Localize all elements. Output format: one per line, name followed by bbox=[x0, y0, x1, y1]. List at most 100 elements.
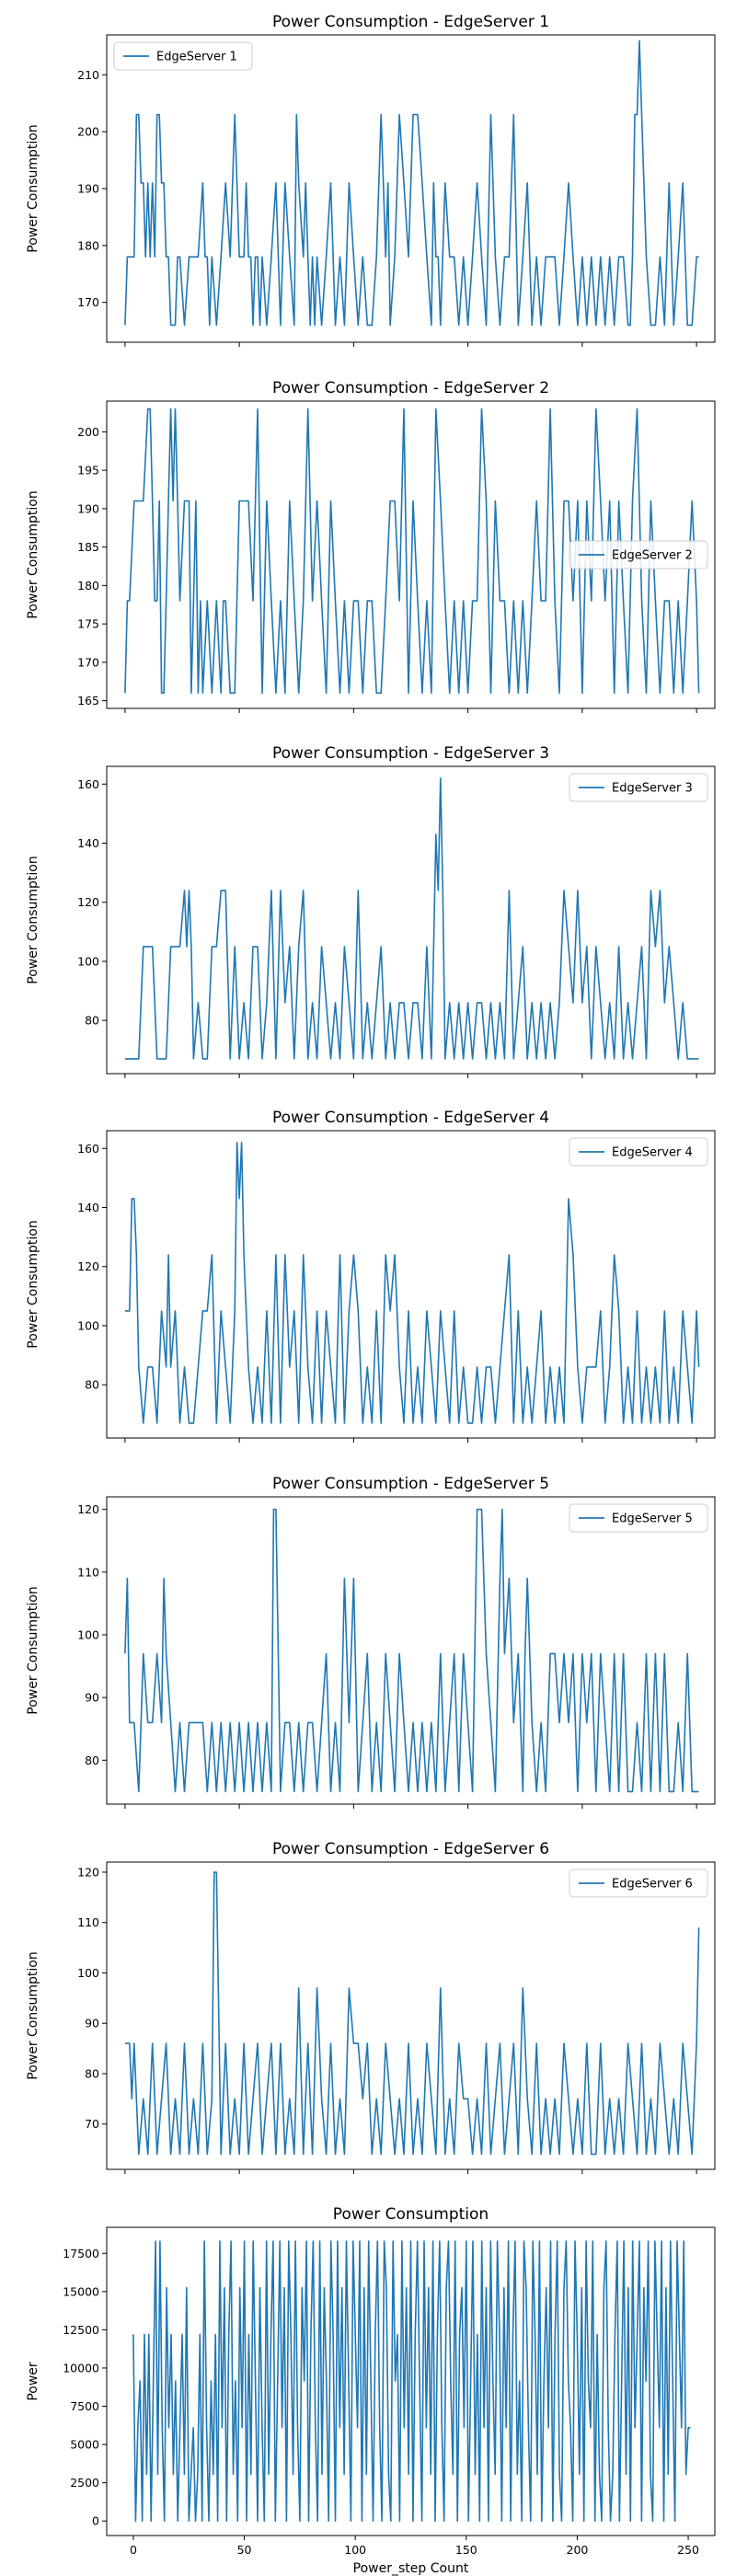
y-tick-label: 7500 bbox=[70, 2399, 99, 2413]
y-tick-label: 110 bbox=[77, 1915, 99, 1929]
legend: EdgeServer 3 bbox=[569, 773, 708, 802]
y-tick-label: 80 bbox=[85, 1754, 99, 1767]
y-tick-label: 70 bbox=[85, 2117, 99, 2131]
y-tick-label: 180 bbox=[77, 579, 99, 592]
plot-frame bbox=[106, 765, 716, 1075]
plot-frame bbox=[106, 2226, 716, 2536]
legend: EdgeServer 1 bbox=[113, 41, 253, 71]
legend-label: EdgeServer 1 bbox=[156, 51, 237, 64]
chart-panel-5: Power Consumption - EdgeServer 5 Power Co… bbox=[26, 1475, 716, 1809]
y-tick-label: 120 bbox=[77, 1502, 99, 1516]
y-tick-label: 160 bbox=[77, 1142, 99, 1156]
legend-box bbox=[569, 540, 708, 569]
y-axis-label: Power Consumption bbox=[26, 1220, 40, 1349]
y-axis-label: Power Consumption bbox=[26, 490, 40, 619]
x-tick-label: 200 bbox=[567, 2543, 589, 2557]
y-tick-label: 100 bbox=[77, 954, 99, 968]
legend-label: EdgeServer 5 bbox=[612, 1512, 693, 1526]
y-axis-label: Power Consumption bbox=[26, 124, 40, 253]
legend-box bbox=[569, 1137, 708, 1167]
y-tick-label: 200 bbox=[77, 125, 99, 139]
chart-title: Power Consumption bbox=[333, 2205, 489, 2224]
series-line-edgeserver-6 bbox=[124, 1871, 700, 2156]
y-tick-label: 165 bbox=[77, 694, 99, 707]
x-tick-label: 100 bbox=[344, 2543, 366, 2557]
y-tick-label: 190 bbox=[77, 182, 99, 196]
x-tick-label: 150 bbox=[455, 2543, 477, 2557]
y-tick-label: 140 bbox=[77, 836, 99, 850]
y-tick-label: 15000 bbox=[63, 2284, 99, 2298]
chart-title: Power Consumption - EdgeServer 5 bbox=[272, 1475, 549, 1493]
y-tick-label: 90 bbox=[85, 1691, 99, 1705]
y-tick-label: 195 bbox=[77, 464, 99, 477]
series-line-edgeserver-3 bbox=[124, 776, 699, 1060]
series-line-edgeserver-4 bbox=[124, 1142, 700, 1424]
series-line-edgeserver-1 bbox=[124, 40, 699, 327]
chart-panel-2: Power Consumption - EdgeServer 2 Power Co… bbox=[26, 379, 716, 713]
y-tick-label: 2500 bbox=[70, 2476, 99, 2490]
legend-box bbox=[569, 1869, 708, 1898]
plot-frame bbox=[106, 400, 716, 709]
y-axis-label: Power Consumption bbox=[26, 1951, 40, 2080]
y-tick-label: 90 bbox=[85, 2017, 99, 2030]
y-tick-label: 140 bbox=[77, 1201, 99, 1214]
y-tick-label: 17500 bbox=[63, 2247, 99, 2260]
chart-panel-6: Power Consumption - EdgeServer 6 Power Co… bbox=[26, 1840, 716, 2174]
legend: EdgeServer 6 bbox=[569, 1869, 708, 1898]
y-tick-label: 210 bbox=[77, 68, 99, 82]
y-tick-label: 120 bbox=[77, 1259, 99, 1273]
y-tick-label: 80 bbox=[85, 2066, 99, 2080]
series-line-edgeserver-2 bbox=[124, 408, 700, 695]
chart-panel-1: Power Consumption - EdgeServer 1 Power Co… bbox=[26, 13, 716, 347]
y-tick-label: 160 bbox=[77, 777, 99, 791]
y-tick-label: 80 bbox=[85, 1014, 99, 1028]
plot-frame bbox=[106, 1861, 716, 2170]
x-tick-label: 50 bbox=[237, 2543, 252, 2557]
chart-title: Power Consumption - EdgeServer 1 bbox=[272, 13, 549, 31]
y-tick-label: 10000 bbox=[63, 2361, 99, 2375]
y-tick-label: 12500 bbox=[63, 2323, 99, 2337]
y-tick-label: 120 bbox=[77, 1865, 99, 1879]
y-tick-label: 185 bbox=[77, 540, 99, 554]
y-tick-label: 180 bbox=[77, 238, 99, 252]
legend: EdgeServer 2 bbox=[569, 540, 708, 569]
x-tick-label: 250 bbox=[677, 2543, 699, 2557]
legend-box bbox=[569, 1503, 708, 1533]
y-tick-label: 200 bbox=[77, 425, 99, 439]
y-tick-label: 110 bbox=[77, 1565, 99, 1579]
legend: EdgeServer 5 bbox=[569, 1503, 708, 1533]
x-tick-label: 0 bbox=[130, 2543, 137, 2557]
chart-title: Power Consumption - EdgeServer 4 bbox=[272, 1109, 549, 1127]
chart-title: Power Consumption - EdgeServer 6 bbox=[272, 1840, 549, 1858]
chart-title: Power Consumption - EdgeServer 3 bbox=[272, 744, 549, 763]
y-tick-label: 100 bbox=[77, 1966, 99, 1980]
y-axis-label: Power Consumption bbox=[26, 856, 40, 984]
chart-title: Power Consumption - EdgeServer 2 bbox=[272, 379, 549, 397]
y-tick-label: 0 bbox=[92, 2514, 99, 2528]
y-tick-label: 5000 bbox=[70, 2438, 99, 2452]
series-line-edgeserver-5 bbox=[124, 1508, 699, 1793]
y-tick-label: 175 bbox=[77, 617, 99, 631]
legend: EdgeServer 4 bbox=[569, 1137, 708, 1167]
legend-label: EdgeServer 4 bbox=[612, 1146, 693, 1160]
legend-box bbox=[113, 41, 253, 71]
x-axis-label: Power_step Count bbox=[353, 2561, 469, 2576]
y-axis-label: Power Consumption bbox=[26, 1586, 40, 1715]
chart-panel-7: Power Consumption Power Power_step Count 0 2… bbox=[26, 2205, 716, 2576]
legend-label: EdgeServer 3 bbox=[612, 782, 693, 796]
chart-panel-3: Power Consumption - EdgeServer 3 Power Co… bbox=[26, 744, 716, 1078]
plot-frame bbox=[106, 1130, 716, 1439]
y-tick-label: 100 bbox=[77, 1627, 99, 1641]
y-tick-label: 170 bbox=[77, 295, 99, 309]
series-line-power bbox=[132, 2240, 691, 2522]
plot-frame bbox=[106, 34, 716, 343]
legend-box bbox=[569, 773, 708, 802]
legend-label: EdgeServer 6 bbox=[612, 1878, 693, 1892]
chart-panel-4: Power Consumption - EdgeServer 4 Power Co… bbox=[26, 1109, 716, 1443]
y-tick-label: 80 bbox=[85, 1378, 99, 1392]
plot-frame bbox=[106, 1496, 716, 1805]
y-axis-label: Power bbox=[26, 2362, 40, 2401]
y-tick-label: 190 bbox=[77, 501, 99, 515]
y-tick-label: 120 bbox=[77, 895, 99, 909]
